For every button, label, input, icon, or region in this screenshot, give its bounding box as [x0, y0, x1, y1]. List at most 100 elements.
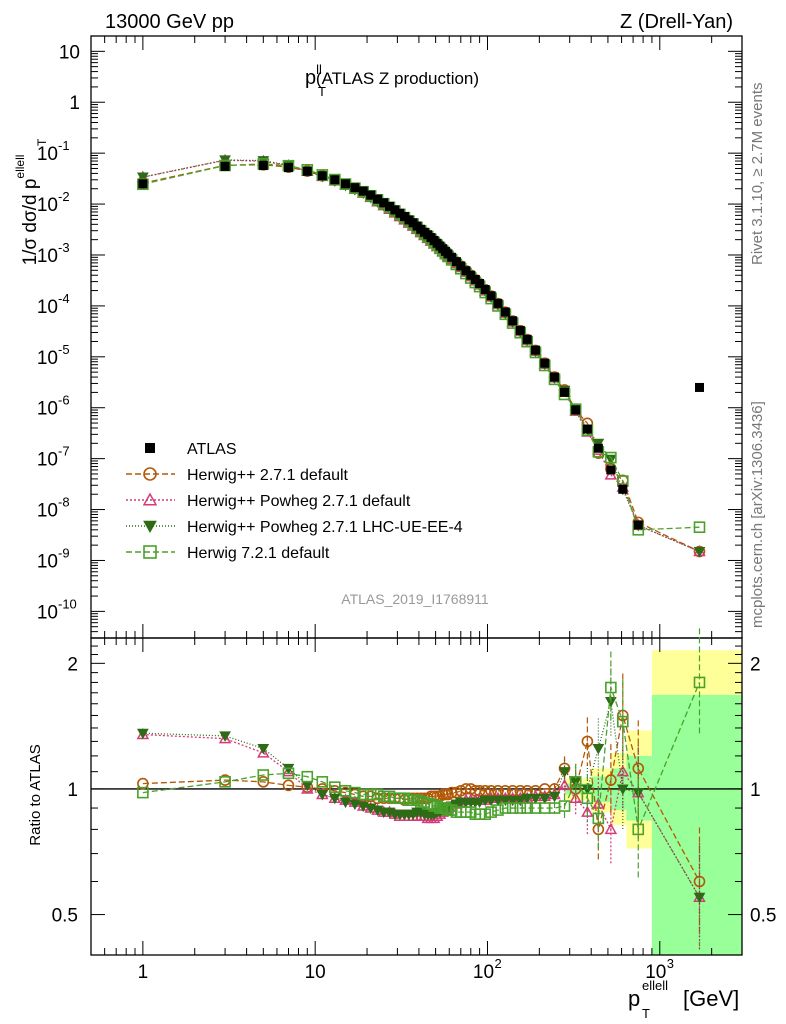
data-point — [330, 175, 340, 185]
main-series-point — [693, 521, 706, 534]
x-tick-label: 10 — [473, 962, 494, 983]
ratio-tick-label: 1 — [67, 780, 78, 801]
y-tick-label-exp: -10 — [58, 596, 77, 611]
data-point — [508, 316, 518, 326]
plot-title: pll(ATLAS Z production) — [305, 62, 479, 89]
data-point — [358, 186, 368, 196]
data-point — [515, 325, 525, 335]
main-ylabel-base: 1/σ dσ/d p — [20, 179, 41, 266]
data-point — [582, 424, 592, 434]
y-tick-label: 10 — [37, 195, 58, 216]
plot-title-sub: T — [318, 84, 326, 99]
main-series-point — [605, 451, 617, 464]
ratio-series-point — [357, 788, 370, 801]
main-ylabel-text: 1/σ dσ/d pellell — [13, 155, 41, 266]
data-point — [456, 261, 466, 271]
ratio-series-point — [349, 799, 361, 811]
y-tick-label-exp: -1 — [58, 138, 70, 153]
data-point — [493, 298, 503, 308]
ratio-series-point — [257, 746, 270, 758]
y-tick-label-exp: -9 — [58, 545, 70, 560]
ratio-series-point — [425, 798, 437, 810]
data-point — [395, 208, 405, 218]
data-point — [560, 387, 570, 397]
ratio-series-point — [137, 728, 149, 740]
ratio-series-point — [282, 779, 295, 792]
ratio-series-point — [282, 767, 295, 780]
ratio-series-point — [371, 788, 384, 801]
x-tick-label-exp: 2 — [494, 956, 501, 971]
ratio-tick-label: 2 — [67, 654, 78, 675]
ratio-series-point — [538, 793, 551, 805]
data-point — [500, 307, 510, 317]
data-point — [317, 171, 327, 181]
ratio-series-point — [349, 786, 361, 799]
ratio-series-point — [218, 732, 232, 744]
ratio-series-point — [479, 808, 492, 820]
mcplots-label: mcplots.cern.ch [arXiv:1306.3436] — [749, 401, 766, 628]
ratio-series-point — [137, 777, 149, 790]
y-tick-label: 10 — [37, 348, 58, 369]
ratio-series-point — [529, 793, 542, 805]
data-point — [258, 161, 268, 171]
xlabel: p ellell T [GeV] — [628, 978, 739, 1021]
ratio-series-point — [499, 802, 512, 814]
ratio-panel-frame — [90, 637, 743, 956]
y-tick-label-exp: -3 — [58, 240, 70, 255]
main-series-point — [137, 178, 149, 191]
data-point — [466, 270, 476, 280]
ratio-series-point — [316, 789, 329, 801]
ratio-series-point — [257, 744, 270, 755]
data-point — [571, 405, 581, 415]
legend-marker — [145, 443, 155, 453]
ratio-series-point — [506, 802, 519, 814]
data-point — [531, 345, 541, 355]
legend-marker — [143, 467, 157, 481]
ratio-series-point — [316, 776, 329, 788]
ratio-series-point — [301, 782, 314, 794]
xlabel-sup: ellell — [642, 978, 668, 993]
y-tick-label-exp: -6 — [58, 393, 70, 408]
data-point — [618, 484, 628, 494]
data-point — [341, 179, 351, 189]
data-point — [373, 194, 383, 204]
ratio-series-point — [339, 797, 352, 809]
ratio-series — [136, 628, 706, 952]
xlabel-sub: T — [642, 1006, 650, 1021]
ratio-series-point — [219, 776, 231, 788]
header-left: 13000 GeV pp — [105, 11, 234, 33]
ratio-series-point — [514, 802, 527, 814]
data-point — [390, 205, 400, 215]
xlabel-unit: [GeV] — [683, 986, 739, 1011]
y-tick-label: 10 — [37, 297, 58, 318]
ratio-tick-label-right: 2 — [750, 654, 761, 675]
x-tick-label-exp: 3 — [667, 956, 674, 971]
ratio-series-point — [499, 795, 512, 807]
ratio-band-green — [651, 694, 742, 955]
ratio-ylabel: Ratio to ATLAS — [27, 744, 44, 845]
y-tick-label: 10 — [37, 246, 58, 267]
ratio-series-point — [439, 802, 452, 814]
data-point — [447, 252, 457, 262]
y-tick-label: 10 — [37, 602, 58, 623]
ratio-series-point — [514, 795, 527, 807]
ratio-tick-label-right: 1 — [750, 780, 761, 801]
ratio-series-point — [257, 776, 270, 788]
y-tick-label: 1 — [69, 93, 80, 114]
y-tick-label: 10 — [37, 450, 58, 471]
data-point — [385, 201, 395, 211]
legend-label: Herwig++ 2.7.1 default — [187, 467, 349, 484]
ratio-series-point — [492, 804, 504, 816]
ratio-series-point — [257, 769, 270, 781]
ratio-series-point — [521, 802, 533, 814]
x-tick-label: 1 — [138, 962, 149, 983]
ratio-series-point — [137, 786, 149, 799]
ratio-series-point — [506, 795, 519, 807]
legend-marker — [142, 492, 158, 506]
main-series-point — [605, 454, 617, 466]
legend-marker — [143, 520, 157, 534]
legend: ATLAS Herwig++ 2.7.1 default Herwig++ Powh… — [126, 441, 463, 562]
x-tick-label: 10 — [305, 962, 326, 983]
ratio-series-point — [328, 793, 341, 805]
